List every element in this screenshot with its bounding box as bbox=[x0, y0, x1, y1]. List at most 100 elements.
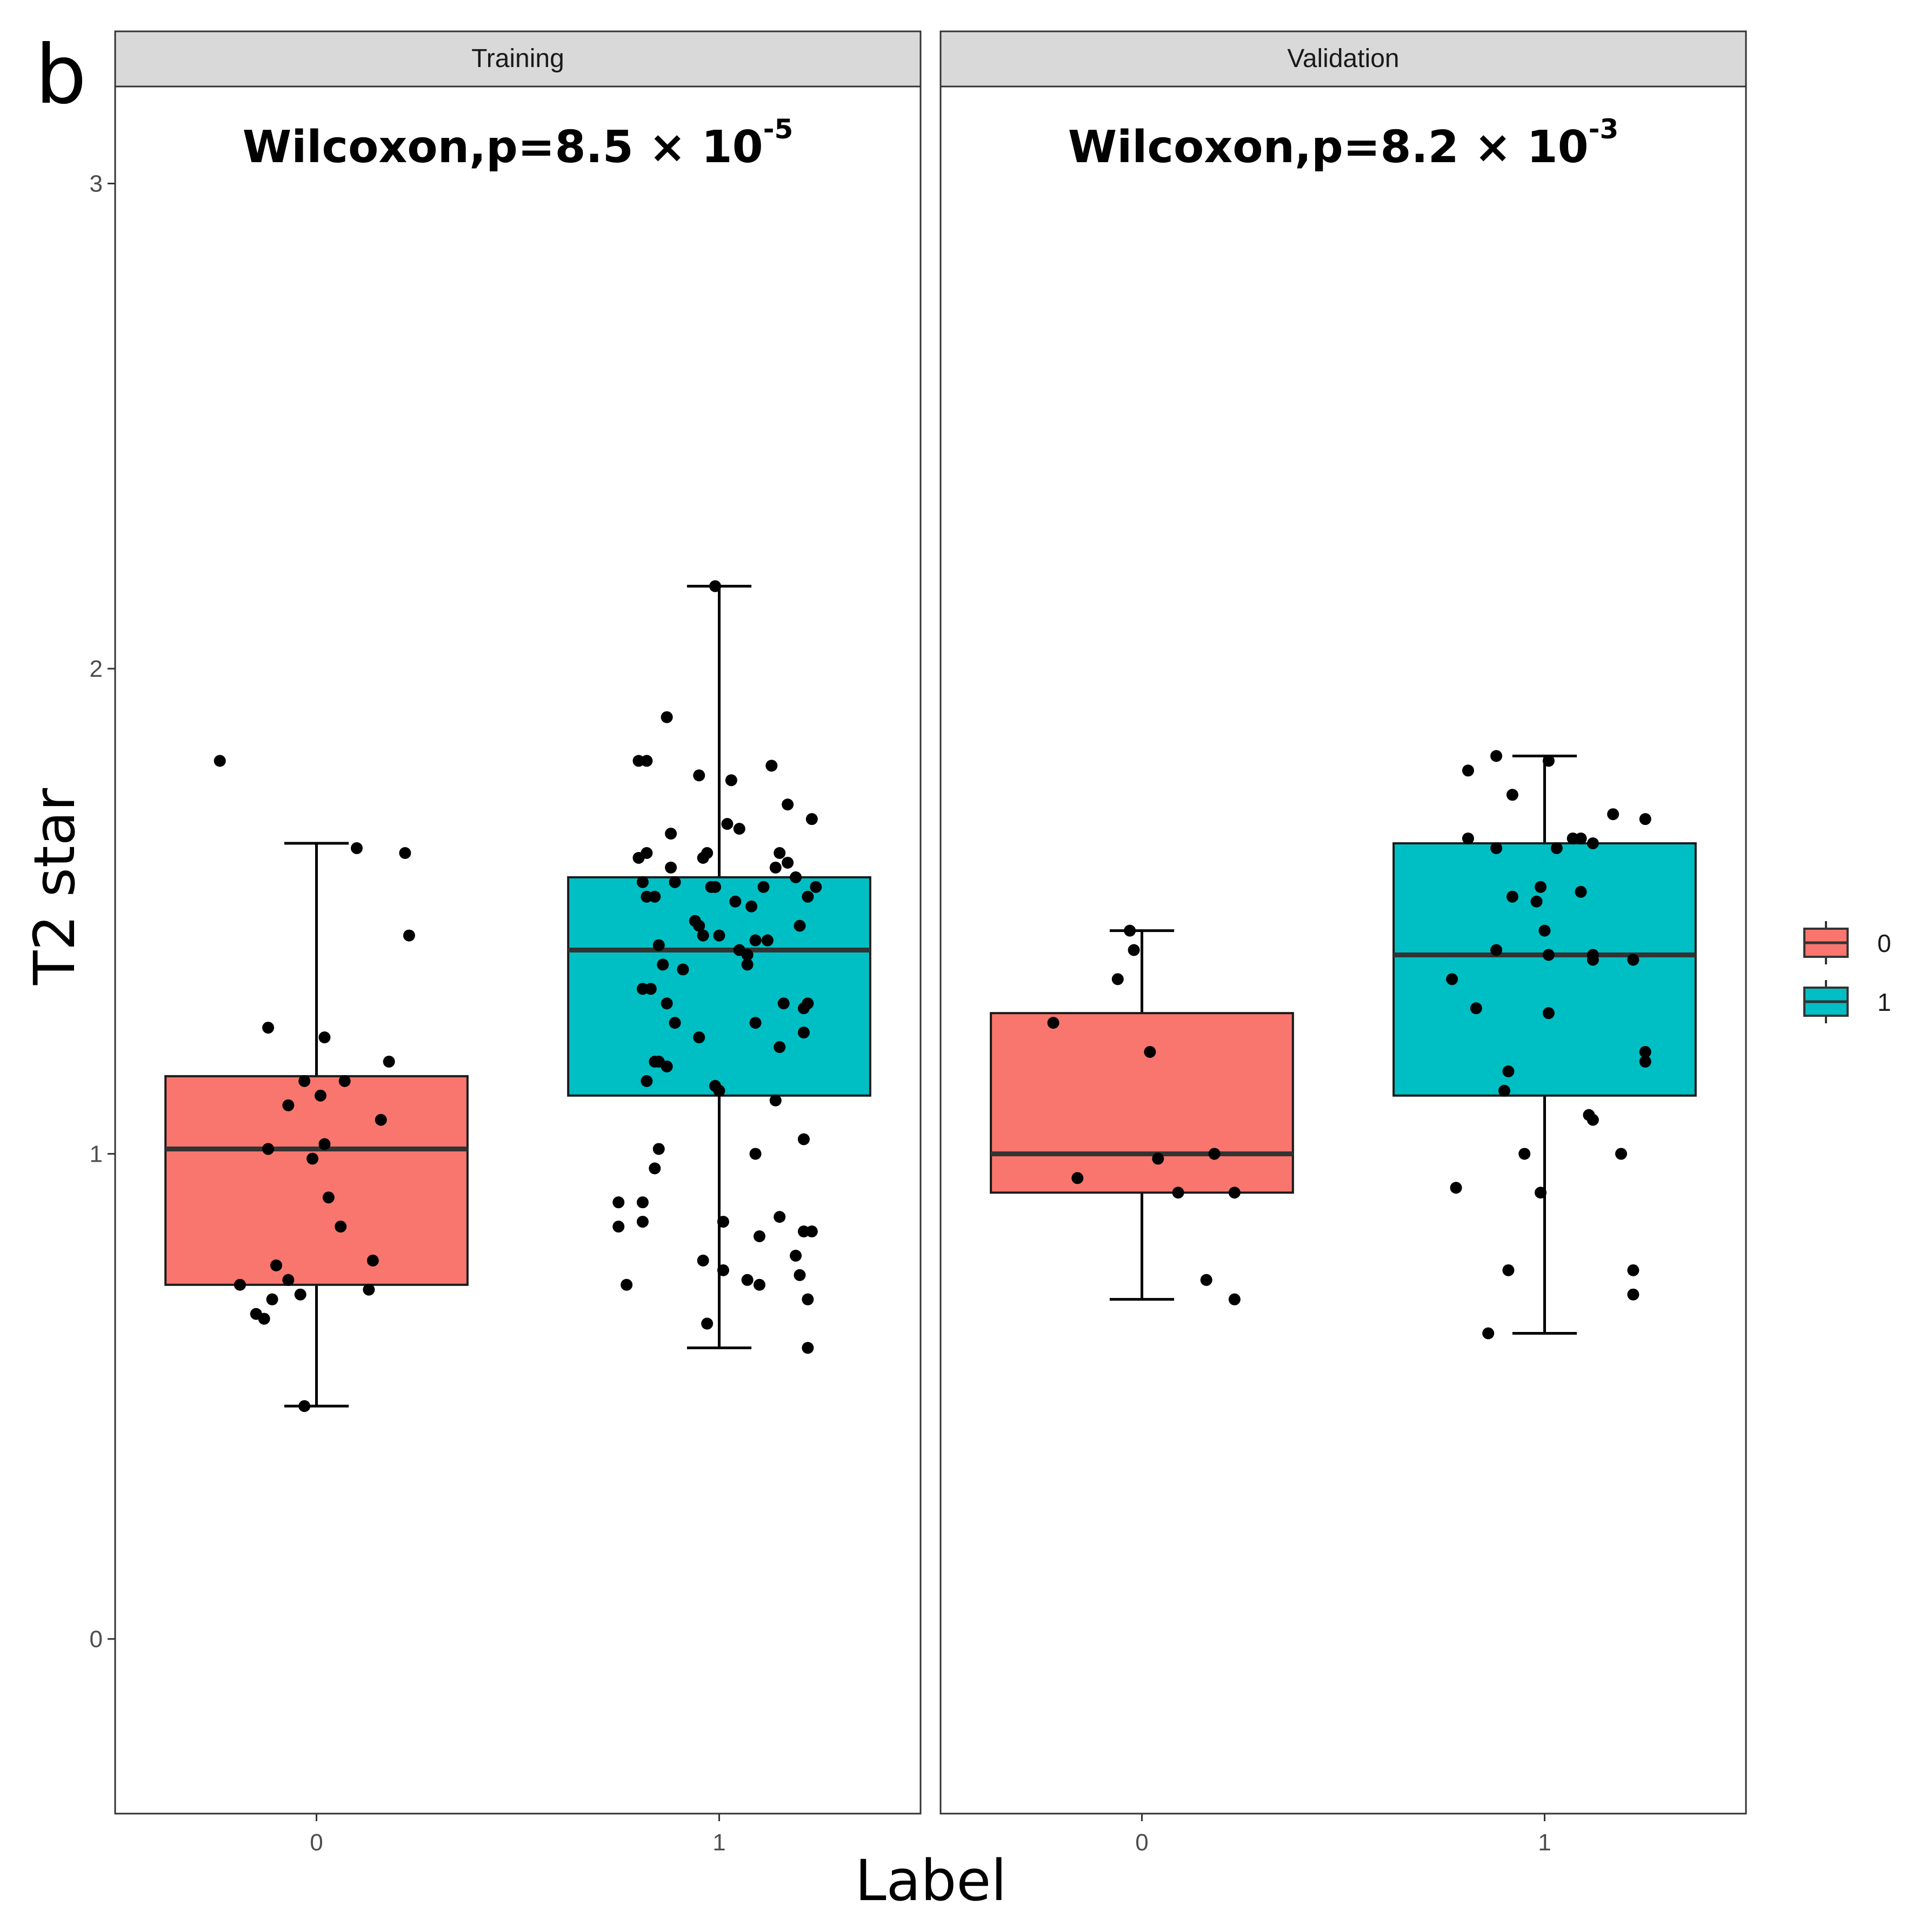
data-point bbox=[649, 890, 661, 903]
data-point bbox=[794, 1269, 806, 1281]
data-point bbox=[649, 1162, 661, 1175]
wilcoxon-annotation-validation: Wilcoxon,p=8.2 × 10-3 bbox=[1068, 114, 1619, 173]
data-point bbox=[1530, 895, 1543, 908]
data-point bbox=[318, 1138, 331, 1150]
data-point bbox=[262, 1022, 275, 1034]
data-point bbox=[701, 847, 714, 860]
data-point bbox=[669, 876, 681, 888]
data-point bbox=[701, 1317, 714, 1330]
strip-validation bbox=[939, 30, 1747, 88]
data-point bbox=[661, 1060, 673, 1072]
data-point bbox=[1446, 973, 1458, 985]
data-point bbox=[1172, 1187, 1184, 1199]
data-point bbox=[754, 1230, 765, 1243]
data-point bbox=[774, 847, 786, 860]
data-point bbox=[258, 1313, 270, 1325]
data-point bbox=[1535, 881, 1547, 893]
data-point bbox=[1518, 1148, 1531, 1160]
data-point bbox=[1490, 750, 1503, 762]
y-axis: 0 1 2 3 bbox=[90, 170, 115, 1653]
data-point bbox=[782, 798, 794, 811]
data-point bbox=[757, 881, 770, 893]
data-point bbox=[1502, 1264, 1515, 1276]
legend: 01 bbox=[1803, 921, 1891, 1023]
wilcoxon-annotation-training: Wilcoxon,p=8.5 × 10-5 bbox=[243, 114, 794, 173]
data-point bbox=[621, 1278, 633, 1291]
data-point bbox=[717, 1264, 729, 1276]
facet-marks-training bbox=[164, 580, 871, 1413]
data-point bbox=[741, 949, 754, 961]
data-point bbox=[713, 929, 725, 942]
data-point bbox=[399, 847, 411, 860]
data-point bbox=[713, 1084, 725, 1097]
data-point bbox=[318, 1031, 331, 1044]
data-point bbox=[282, 1274, 295, 1286]
data-point bbox=[709, 580, 722, 592]
y-tick-label: 1 bbox=[90, 1141, 103, 1167]
x-tick-label: 1 bbox=[712, 1829, 725, 1856]
y-tick-label: 0 bbox=[90, 1626, 103, 1653]
data-point bbox=[697, 929, 709, 942]
box-group-0 bbox=[164, 1075, 469, 1286]
data-point bbox=[802, 997, 814, 1010]
data-point bbox=[641, 847, 653, 860]
data-point bbox=[1047, 1017, 1059, 1029]
data-point bbox=[262, 1143, 275, 1155]
data-point bbox=[636, 1196, 649, 1209]
data-point bbox=[641, 755, 653, 767]
data-point bbox=[802, 1342, 814, 1354]
data-point bbox=[1208, 1148, 1221, 1160]
data-point bbox=[665, 828, 677, 840]
data-point bbox=[741, 958, 754, 971]
data-point bbox=[810, 881, 822, 893]
data-point bbox=[1575, 885, 1587, 898]
data-point bbox=[383, 1055, 395, 1068]
box-group-1 bbox=[1392, 842, 1697, 1097]
data-point bbox=[797, 1027, 810, 1039]
box-group-0 bbox=[990, 1012, 1294, 1194]
data-point bbox=[266, 1293, 278, 1305]
data-point bbox=[1587, 837, 1599, 850]
strip-training bbox=[114, 30, 922, 88]
strip-label-training: Training bbox=[471, 44, 564, 73]
data-point bbox=[1639, 1055, 1651, 1068]
data-point bbox=[657, 958, 669, 971]
data-point bbox=[797, 1133, 810, 1145]
data-point bbox=[693, 1031, 705, 1044]
data-point bbox=[375, 1114, 387, 1126]
y-tick-label: 3 bbox=[90, 170, 103, 197]
data-point bbox=[729, 895, 742, 908]
legend-label: 1 bbox=[1877, 988, 1891, 1016]
data-point bbox=[298, 1075, 311, 1087]
data-point bbox=[677, 963, 689, 976]
data-point bbox=[298, 1400, 311, 1413]
data-point bbox=[1450, 1182, 1462, 1194]
data-point bbox=[709, 881, 722, 893]
data-point bbox=[1144, 1045, 1156, 1058]
data-point bbox=[733, 823, 745, 835]
data-point bbox=[697, 1254, 709, 1267]
box-group-1 bbox=[567, 876, 871, 1097]
data-point bbox=[338, 1075, 351, 1087]
facet-marks-validation bbox=[990, 750, 1697, 1340]
data-point bbox=[761, 934, 774, 947]
data-point bbox=[790, 871, 802, 883]
data-point bbox=[749, 1017, 762, 1029]
data-point bbox=[754, 1278, 765, 1291]
data-point bbox=[669, 1017, 681, 1029]
data-point bbox=[1502, 1065, 1515, 1077]
data-point bbox=[774, 1211, 786, 1223]
data-point bbox=[335, 1221, 347, 1233]
data-point bbox=[1128, 944, 1140, 956]
data-point bbox=[1506, 890, 1518, 903]
data-point bbox=[1538, 924, 1551, 937]
x-axis: 0 1 0 1 bbox=[310, 1814, 1551, 1856]
facet-validation: Validation Wilcoxon,p=8.2 × 10-3 bbox=[939, 30, 1747, 1815]
x-tick-label: 1 bbox=[1538, 1829, 1551, 1856]
data-point bbox=[1542, 949, 1555, 961]
data-point bbox=[1490, 944, 1503, 956]
data-point bbox=[1587, 1114, 1599, 1126]
data-point bbox=[612, 1221, 625, 1233]
data-point bbox=[1200, 1274, 1212, 1286]
data-point bbox=[693, 769, 705, 782]
